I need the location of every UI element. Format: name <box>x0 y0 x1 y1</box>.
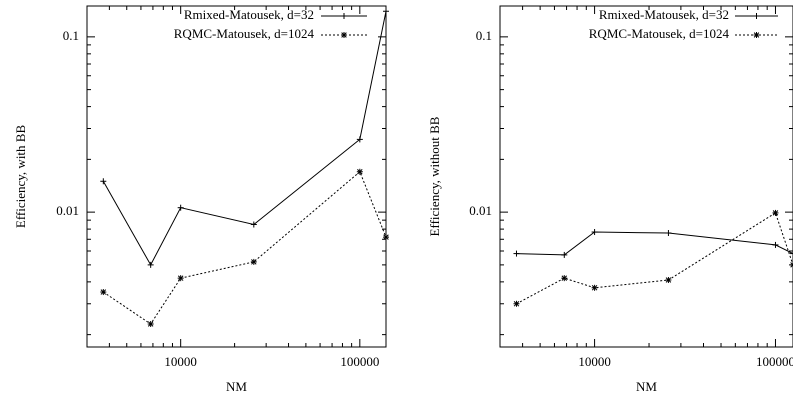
series-2-point-1-d2 <box>100 289 107 295</box>
series-2-point-6-d2 <box>790 264 793 268</box>
x-tick-label: 100000 <box>756 354 793 369</box>
series-1-point-3 <box>591 229 598 236</box>
series-2-point-2 <box>561 275 568 282</box>
plot-frame <box>86 5 387 348</box>
series-2-point-2 <box>147 320 154 327</box>
legend-entry-1-marker <box>341 13 347 19</box>
series-2-point-5 <box>772 209 779 216</box>
series-2-point-4 <box>250 258 257 265</box>
series-2-point-3-d2 <box>591 285 598 291</box>
series-2-point-5-d2 <box>772 210 779 216</box>
y-tick-label: 0.1 <box>63 28 79 43</box>
series-2-point-4 <box>665 276 672 283</box>
series-1-point-2 <box>561 251 568 258</box>
chart-panel-1: 0.01 0.1 10000 100000 Rmixed-Matousek, d=32 R… <box>13 5 389 394</box>
series-1-point-4 <box>250 221 257 228</box>
x-axis-label: NM <box>226 379 247 394</box>
series-2-point-2-d2 <box>147 321 154 327</box>
series-1-point-5 <box>356 136 363 143</box>
series-2-point-1 <box>513 300 520 307</box>
legend-entry-2-marker <box>341 32 347 38</box>
series-1-point-3 <box>177 204 184 211</box>
series-1-point-2 <box>147 261 154 268</box>
series-2-point-3 <box>591 284 598 291</box>
x-tick-label: 10000 <box>578 354 611 369</box>
series-2-point-1-d2 <box>513 301 520 307</box>
series-2-point-6 <box>790 261 793 268</box>
legend-entry-2-label: RQMC-Matousek, d=1024 <box>174 26 315 41</box>
series-1-line <box>102 11 387 266</box>
series-2-point-6-d2 <box>383 234 389 240</box>
series-1-point-5 <box>772 241 779 248</box>
series-2-point-1 <box>100 289 107 296</box>
series-2-point-5 <box>356 168 363 175</box>
series-2-point-6-d1 <box>790 262 793 266</box>
series-2-point-6 <box>383 234 389 241</box>
legend-entry-1-marker <box>753 13 760 19</box>
legend-entry-2-marker-d2 <box>753 32 760 38</box>
series-2-point-4-d2 <box>665 277 672 283</box>
legend-entry-2-marker <box>753 32 760 38</box>
x-tick-label: 10000 <box>164 354 197 369</box>
y-axis-label: Efficiency, with BB <box>13 125 28 229</box>
legend-entry-1-label: Rmixed-Matousek, d=32 <box>184 7 314 22</box>
series-1-point-1 <box>513 250 520 257</box>
x-axis-label: NM <box>636 379 657 394</box>
series-2-point-3-d2 <box>177 275 184 281</box>
series-1-line <box>516 231 793 256</box>
chart-panel-2: 0.01 0.1 10000 100000 Rmixed-Matousek, d=32 R… <box>427 5 793 394</box>
series-1-point-6 <box>383 8 389 15</box>
y-tick-label: 0.01 <box>469 203 492 218</box>
plot-frame <box>499 5 793 348</box>
series-2-line <box>516 212 793 305</box>
x-tick-label: 100000 <box>340 354 379 369</box>
series-2-point-3 <box>177 275 184 282</box>
series-1-point-1 <box>100 178 107 185</box>
series-2-point-2-d2 <box>561 275 568 281</box>
y-tick-label: 0.01 <box>56 203 79 218</box>
y-axis-label: Efficiency, without BB <box>427 116 442 236</box>
legend-entry-2-marker-d2 <box>341 32 347 38</box>
y-tick-label: 0.1 <box>476 28 492 43</box>
series-2-point-5-d2 <box>357 168 363 175</box>
series-1-point-4 <box>665 230 672 237</box>
legend-entry-1-label: Rmixed-Matousek, d=32 <box>599 7 729 22</box>
series-2-line <box>103 170 387 325</box>
series-2-point-4-d2 <box>251 259 257 265</box>
series-1-point-6 <box>790 250 793 257</box>
legend-entry-2-label: RQMC-Matousek, d=1024 <box>589 26 730 41</box>
